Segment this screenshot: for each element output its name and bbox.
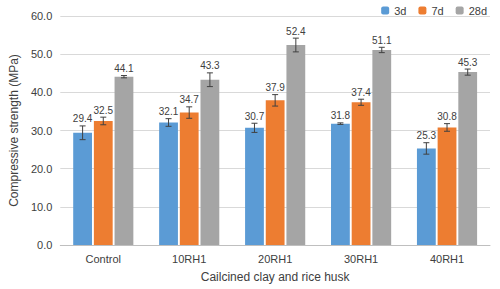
svg-text:43.3: 43.3 xyxy=(200,60,220,71)
svg-text:20RH1: 20RH1 xyxy=(258,253,292,265)
svg-text:28d: 28d xyxy=(469,5,487,17)
svg-text:52.4: 52.4 xyxy=(286,26,306,37)
svg-text:3d: 3d xyxy=(394,5,406,17)
svg-text:34.7: 34.7 xyxy=(179,94,199,105)
svg-text:32.1: 32.1 xyxy=(159,106,179,117)
svg-text:50.0: 50.0 xyxy=(31,48,52,60)
svg-text:30.0: 30.0 xyxy=(31,125,52,137)
svg-text:60.0: 60.0 xyxy=(31,10,52,22)
svg-text:51.1: 51.1 xyxy=(372,35,392,46)
svg-text:32.5: 32.5 xyxy=(94,105,114,116)
svg-text:Control: Control xyxy=(86,253,121,265)
svg-text:Compressive strength (MPa): Compressive strength (MPa) xyxy=(7,54,21,207)
svg-text:7d: 7d xyxy=(431,5,443,17)
svg-text:Cailcined clay and rice husk: Cailcined clay and rice husk xyxy=(201,270,351,284)
svg-text:45.3: 45.3 xyxy=(458,57,478,68)
svg-text:31.8: 31.8 xyxy=(331,110,351,121)
svg-text:30RH1: 30RH1 xyxy=(344,253,378,265)
svg-text:29.4: 29.4 xyxy=(73,113,93,124)
svg-text:20.0: 20.0 xyxy=(31,163,52,175)
svg-text:40.0: 40.0 xyxy=(31,86,52,98)
svg-text:30.8: 30.8 xyxy=(437,111,457,122)
svg-text:40RH1: 40RH1 xyxy=(430,253,464,265)
svg-text:10RH1: 10RH1 xyxy=(172,253,206,265)
svg-text:30.7: 30.7 xyxy=(245,111,265,122)
svg-text:10.0: 10.0 xyxy=(31,201,52,213)
svg-text:37.4: 37.4 xyxy=(351,87,371,98)
svg-text:25.3: 25.3 xyxy=(417,130,437,141)
svg-text:0.0: 0.0 xyxy=(37,239,52,251)
svg-text:37.9: 37.9 xyxy=(265,82,285,93)
svg-text:44.1: 44.1 xyxy=(114,63,134,74)
